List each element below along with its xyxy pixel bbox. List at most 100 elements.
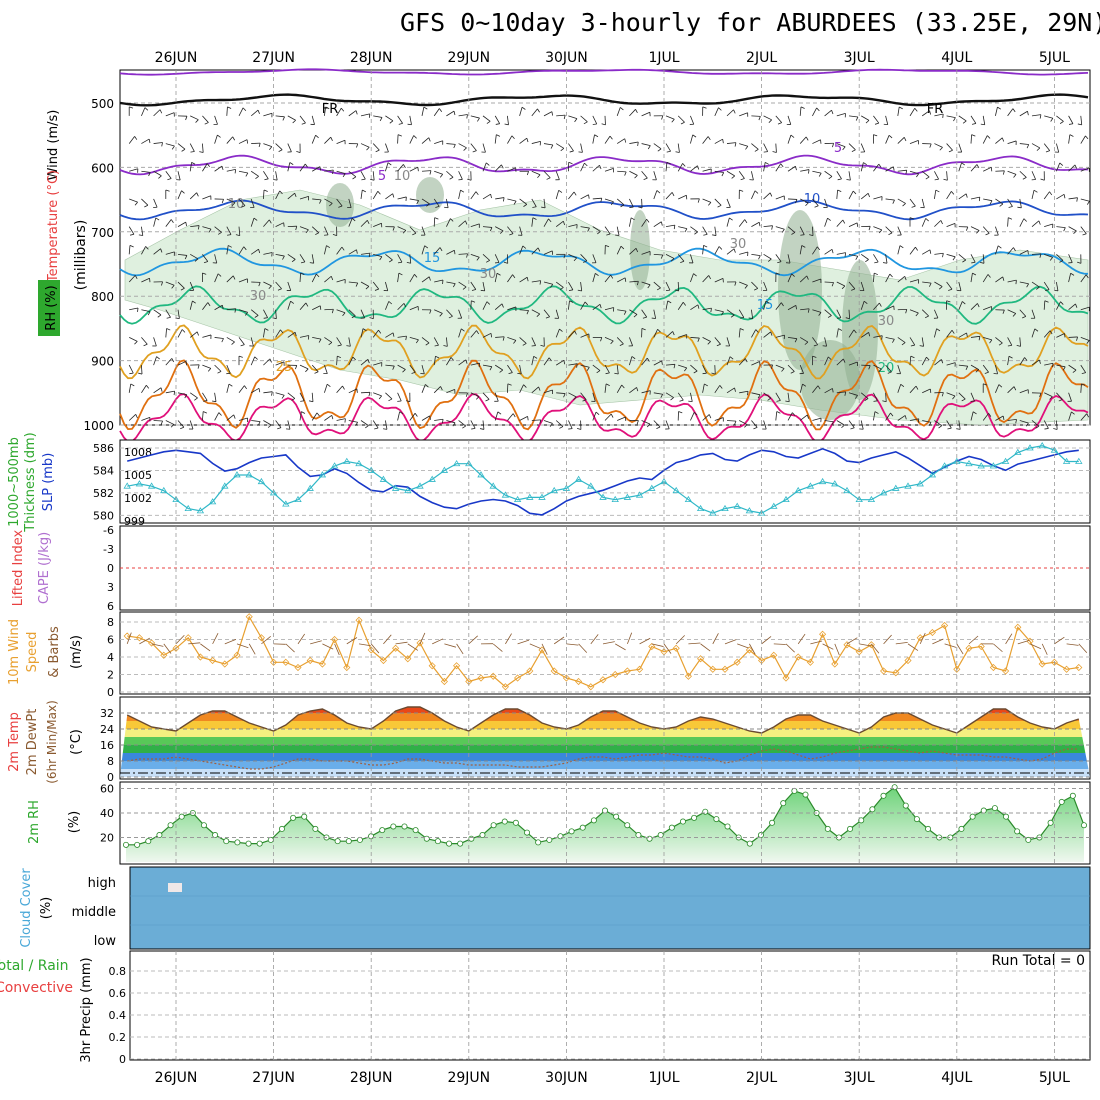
wind-barb [568,191,575,200]
thickness-point [282,500,290,507]
wind-barb-feather [185,222,187,227]
wind-barb [921,356,927,366]
wind-barb [665,162,668,172]
wind-barb [238,337,245,345]
wind-barb [775,195,785,200]
day-label-top: 2JUL [746,50,777,66]
wind-barb [800,198,809,204]
wind-barb [799,384,803,393]
wind-barb-feather [254,315,259,318]
wind-barb-feather [671,118,675,123]
wind-barb-feather [435,355,440,359]
wind-barb [921,110,930,117]
wind-barb-feather [507,383,512,386]
wind-barb [970,115,977,124]
wind-barb-feather [184,255,188,260]
wind-barb [848,253,858,257]
wind-barb-feather [332,169,334,175]
wind-barb [799,245,803,255]
wind-barb-feather [712,234,717,236]
wind-barb [336,418,346,421]
wind-barb-feather [916,173,919,178]
wind-barb [604,364,610,374]
wind-barb [1080,135,1086,144]
wind-barb [958,392,966,400]
wind-barb [1080,413,1088,421]
contour-label: 30 [730,237,747,252]
wind-barb [324,415,333,421]
wind-barb-feather [545,316,550,319]
wind10-point [123,632,131,640]
cloud-panel [129,866,1091,950]
wind10-barb [1054,636,1065,645]
thickness-point [160,486,168,494]
wind-barb-feather [281,395,285,399]
wind-barb [397,411,401,421]
wind-barb [763,392,772,399]
wind-barb-feather [160,248,163,253]
wind-barb-feather [351,218,356,222]
wind-barb-feather [264,328,269,331]
wind-barb [177,309,180,319]
wind-barb-feather [411,371,416,374]
wind-barb [580,194,589,200]
wind-barb-feather [366,146,370,151]
wind-barb-feather [1059,121,1064,124]
wind-barb [238,385,245,394]
wind-barb-feather [351,315,356,319]
wind-barb-feather [378,395,382,400]
wind-barb-feather [300,272,305,275]
wind-barb [141,337,148,345]
wind-barb-feather [977,303,980,308]
wind10-barb [492,643,503,652]
wind-barb [287,392,296,399]
rh2m-point [479,832,486,839]
wind-barb-feather [765,300,770,304]
wind-barb [1019,420,1029,424]
rh2m-point [746,840,753,847]
upper-air-ytick: 700 [91,226,114,240]
wind-barb [275,190,281,200]
wind-barb-feather [346,345,351,347]
wind-barb [824,356,829,366]
wind-barb [482,420,485,430]
rh2m-point [1014,828,1021,835]
wind-barb [1080,337,1090,341]
wind-barb-feather [610,413,614,418]
wind-barb-feather [744,358,748,363]
wind-barb [226,337,235,343]
wind-barb [141,226,144,236]
wind-barb-feather [1039,392,1042,397]
wind-barb [946,143,953,151]
wind-barb-feather [805,136,809,141]
wind-barb [543,281,553,285]
wind-barb [836,391,846,394]
wind-barb-feather [910,344,915,347]
wind10-barb [895,642,908,645]
wind-barb-feather [635,109,638,114]
wind-barb [433,108,440,117]
wind-barb [629,141,639,144]
wind-barb [324,136,332,144]
wind-barb [775,115,783,123]
wind-barb-feather [374,288,379,291]
rh2m-point [212,832,219,839]
wind-barb [543,357,550,366]
wind-barb [556,392,566,394]
wind-barb-feather [196,331,199,336]
wind-barb [1068,392,1072,402]
thickness-point [538,493,546,500]
wind-barb-feather [277,288,282,291]
wind-barb-feather [631,356,636,360]
wind-barb [824,198,828,208]
wind-barb-feather [962,301,966,305]
wind-barb [714,385,721,394]
wind-barb-feather [827,356,832,360]
wind-barb [385,301,390,310]
wind-barb [397,164,404,172]
wind-barb-feather [558,189,563,193]
wind-barb-feather [831,282,834,287]
wind-barb-feather [828,176,833,180]
wind-barb [568,224,578,228]
wind-barb-feather [536,313,541,317]
